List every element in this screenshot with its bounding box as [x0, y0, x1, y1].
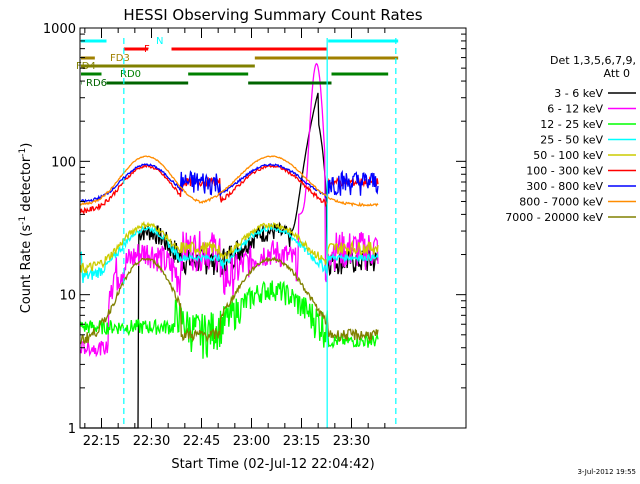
legend: 3 - 6 keV 6 - 12 keV 12 - 25 keV 25 - 50 ke… — [505, 87, 636, 224]
legend-label: 7000 - 20000 keV — [505, 211, 603, 224]
axes-layer: 1 10 100 1000 22:15 22:30 22:45 23:00 23:15 23:30 — [43, 22, 466, 449]
y-label-part-2: detector — [19, 156, 34, 216]
legend-label: 50 - 100 keV — [533, 149, 603, 162]
legend-label: 800 - 7000 keV — [519, 196, 603, 209]
x-tick-label: 22:45 — [183, 434, 220, 449]
plot-frame — [79, 27, 467, 429]
flag-label: FD3 — [110, 53, 130, 64]
x-tick-label: 23:00 — [233, 434, 270, 449]
y-tick-label: 10 — [59, 289, 76, 304]
series-line — [79, 220, 379, 274]
flag-label: RD0 — [120, 69, 141, 80]
x-axis-label: Start Time (02-Jul-12 22:04:42) — [171, 457, 374, 472]
y-axis-label: Count Rate (s-1 detector-1) — [18, 143, 34, 314]
flag-label: RD6 — [86, 78, 107, 89]
x-tick-label: 23:30 — [333, 434, 370, 449]
y-tick-label: 1 — [68, 422, 76, 437]
legend-label: 6 - 12 keV — [547, 103, 603, 116]
flag-label: F — [144, 44, 150, 55]
y-label-part-1: Count Rate (s — [19, 225, 34, 314]
series-line — [79, 155, 379, 207]
legend-label: 300 - 800 keV — [526, 180, 603, 193]
legend-label: 25 - 50 keV — [540, 134, 603, 147]
flag-label: N — [156, 36, 163, 47]
series-line — [80, 223, 379, 283]
x-tick-label: 22:15 — [83, 434, 120, 449]
x-tick-label: 23:15 — [283, 434, 320, 449]
series-line — [79, 62, 379, 358]
y-tick-label: 1000 — [43, 22, 76, 37]
flags-layer: NF FD3 FD4 RD0 RD6 — [76, 36, 399, 428]
timestamp: 3-Jul-2012 19:55 — [577, 468, 636, 476]
series-line — [79, 256, 379, 345]
series-layer — [79, 62, 379, 429]
legend-label: 100 - 300 keV — [526, 165, 603, 178]
x-tick-label: 22:30 — [133, 434, 170, 449]
legend-title-1: Det 1,3,5,6,7,9, — [550, 54, 636, 67]
legend-label: 3 - 6 keV — [554, 87, 603, 100]
legend-label: 12 - 25 keV — [540, 118, 603, 131]
flag-label: FD4 — [76, 61, 96, 72]
chart-title: HESSI Observing Summary Count Rates — [123, 6, 422, 24]
y-label-sup-1: -1 — [18, 216, 28, 225]
y-tick-label: 100 — [51, 155, 76, 170]
legend-title-2: Att 0 — [604, 67, 630, 80]
series-line — [80, 163, 379, 204]
y-label-part-3: ) — [19, 143, 34, 148]
series-line — [79, 280, 379, 359]
y-label-sup-2: -1 — [18, 148, 28, 157]
